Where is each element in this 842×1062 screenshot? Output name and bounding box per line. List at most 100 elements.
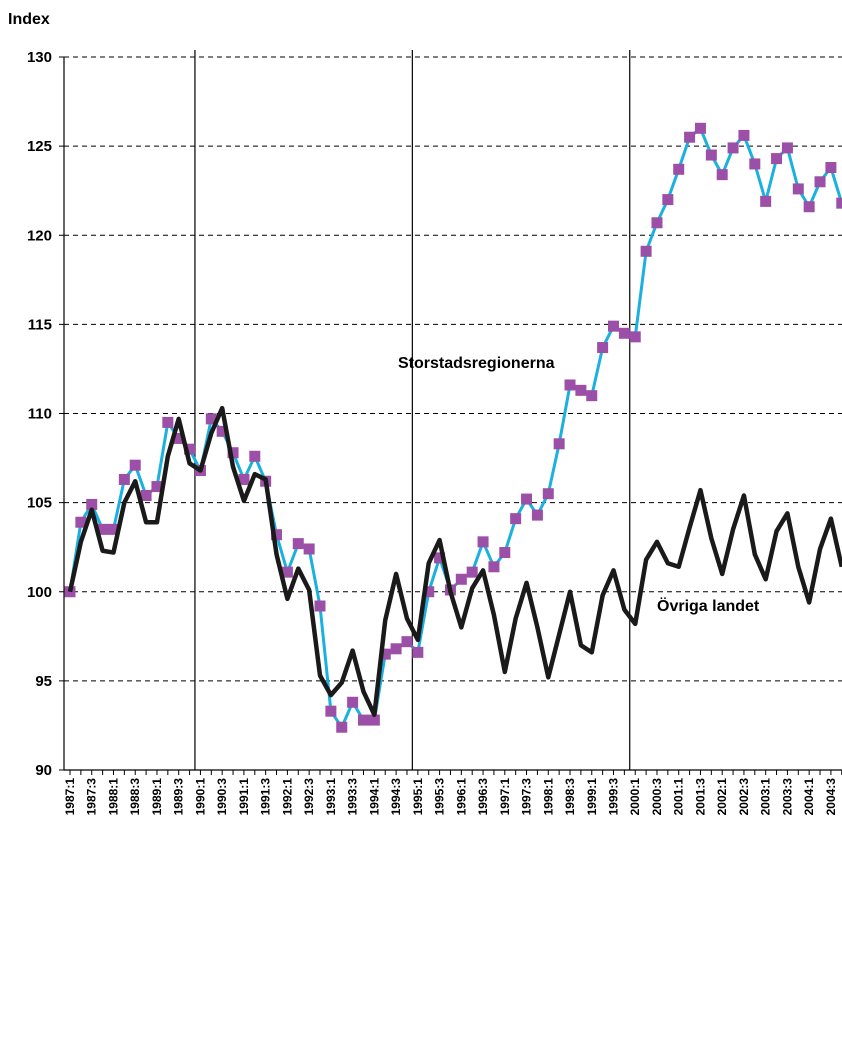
x-tick-label-1987-1: 1987:1 [63, 778, 77, 816]
y-tick-label-95: 95 [35, 673, 52, 690]
point-storstadsregionerna-1989-4 [184, 443, 196, 455]
x-tick-label-2000-3: 2000:3 [650, 778, 664, 816]
x-tick-label-1992-1: 1992:1 [280, 778, 294, 816]
point-storstadsregionerna-1997-4 [531, 509, 543, 521]
point-storstadsregionerna-1987-4 [97, 523, 109, 535]
point-storstadsregionerna-1991-1 [238, 473, 250, 485]
point-storstadsregionerna-1998-1 [542, 488, 554, 500]
point-storstadsregionerna-2001-2 [684, 131, 696, 143]
x-tick-label-2002-1: 2002:1 [715, 778, 729, 816]
x-tick-label-1998-1: 1998:1 [541, 778, 555, 816]
point-storstadsregionerna-1996-3 [477, 536, 489, 548]
point-storstadsregionerna-2000-3 [651, 217, 663, 229]
x-tick-label-1999-1: 1999:1 [585, 778, 599, 816]
axes [59, 56, 842, 775]
series-line-ovriga-landet [67, 405, 842, 717]
x-tick-label-1997-3: 1997:3 [520, 778, 534, 816]
point-storstadsregionerna-2003-4 [792, 183, 804, 195]
x-tick-label-1999-3: 1999:3 [607, 778, 621, 816]
x-tick-label-1994-3: 1994:3 [389, 778, 403, 816]
x-tick-label-2004-3: 2004:3 [824, 778, 838, 816]
point-storstadsregionerna-2003-2 [771, 153, 783, 165]
y-tick-label-105: 105 [27, 495, 52, 512]
x-tick-labels: 1987:1 1987:3 1988:1 1988:3 1989:1 1989:3 1990… [63, 778, 838, 816]
point-storstadsregionerna-1988-4 [140, 489, 152, 501]
point-storstadsregionerna-1999-1 [586, 390, 598, 402]
point-storstadsregionerna-1990-2 [205, 413, 217, 425]
x-tick-label-1988-1: 1988:1 [106, 778, 120, 816]
x-tick-label-1997-1: 1997:1 [498, 778, 512, 816]
point-storstadsregionerna-1988-1 [107, 523, 119, 535]
y-tick-label-100: 100 [27, 584, 52, 601]
point-storstadsregionerna-1995-3 [434, 552, 446, 564]
point-storstadsregionerna-2004-1 [803, 201, 815, 213]
series-line-storstadsregionerna [68, 126, 842, 729]
x-tick-label-1989-1: 1989:1 [150, 778, 164, 816]
x-tick-label-1991-3: 1991:3 [259, 778, 273, 816]
point-storstadsregionerna-1999-3 [608, 320, 619, 332]
point-storstadsregionerna-2004-3 [825, 162, 837, 174]
x-tick-label-2003-1: 2003:1 [759, 778, 773, 816]
point-storstadsregionerna-1994-4 [401, 636, 413, 648]
x-tick-label-1989-3: 1989:3 [172, 778, 186, 816]
point-storstadsregionerna-1998-2 [553, 438, 565, 450]
point-storstadsregionerna-1992-2 [292, 538, 304, 550]
point-storstadsregionerna-1988-2 [118, 473, 130, 485]
x-tick-label-2001-3: 2001:3 [693, 778, 707, 816]
point-storstadsregionerna-1997-2 [510, 513, 522, 525]
x-tick-label-1995-1: 1995:1 [411, 778, 425, 816]
point-storstadsregionerna-1996-1 [455, 573, 467, 585]
y-tick-label-90: 90 [35, 762, 52, 779]
x-tick-label-1992-3: 1992:3 [302, 778, 316, 816]
x-tick-label-2000-1: 2000:1 [628, 778, 642, 816]
point-storstadsregionerna-2004-4 [836, 197, 842, 209]
x-tick-label-1998-3: 1998:3 [563, 778, 577, 816]
point-storstadsregionerna-2001-3 [694, 122, 706, 134]
point-storstadsregionerna-2002-4 [749, 158, 761, 170]
point-storstadsregionerna-1993-4 [357, 714, 369, 726]
y-tick-label-130: 130 [27, 49, 52, 66]
point-storstadsregionerna-1996-2 [466, 566, 478, 578]
y-tick-labels: 90 95 100 105 110 115 120 125 130 [27, 49, 52, 779]
x-tick-label-2001-1: 2001:1 [672, 778, 686, 816]
point-storstadsregionerna-1987-3 [86, 498, 98, 510]
x-tick-label-2003-3: 2003:3 [780, 778, 794, 816]
y-axis-label: Index [8, 11, 50, 28]
point-storstadsregionerna-1990-4 [227, 447, 239, 459]
point-storstadsregionerna-1994-2 [379, 648, 391, 660]
point-storstadsregionerna-1992-4 [314, 600, 326, 612]
x-tick-label-1996-3: 1996:3 [476, 778, 490, 816]
x-tick-label-1990-3: 1990:3 [215, 778, 229, 816]
y-tick-label-125: 125 [27, 138, 52, 155]
point-storstadsregionerna-2004-2 [814, 176, 826, 188]
x-tick-label-1987-3: 1987:3 [85, 778, 99, 816]
point-storstadsregionerna-1997-3 [521, 493, 533, 505]
point-storstadsregionerna-1993-3 [347, 696, 359, 708]
point-storstadsregionerna-1989-2 [162, 416, 174, 428]
x-tick-label-1995-3: 1995:3 [433, 778, 447, 816]
point-storstadsregionerna-1989-1 [151, 481, 163, 493]
y-tick-label-110: 110 [28, 406, 52, 423]
point-storstadsregionerna-2000-2 [640, 245, 652, 257]
point-storstadsregionerna-1993-2 [336, 721, 348, 733]
annotation-storstadsregionerna: Storstadsregionerna [398, 355, 555, 372]
point-storstadsregionerna-1991-2 [249, 450, 261, 462]
point-storstadsregionerna-1994-1 [368, 714, 380, 726]
x-tick-label-1993-1: 1993:1 [324, 778, 338, 816]
series-group [64, 122, 842, 733]
point-storstadsregionerna-2000-4 [662, 194, 674, 206]
point-storstadsregionerna-1999-4 [618, 327, 630, 339]
point-storstadsregionerna-1992-3 [303, 543, 315, 555]
x-tick-label-2004-1: 2004:1 [802, 778, 816, 816]
point-storstadsregionerna-1987-2 [75, 516, 87, 528]
point-storstadsregionerna-1997-1 [499, 547, 511, 559]
point-storstadsregionerna-2002-2 [727, 142, 739, 154]
point-storstadsregionerna-1993-1 [325, 705, 337, 717]
point-storstadsregionerna-2001-4 [705, 149, 717, 161]
point-storstadsregionerna-2001-1 [673, 163, 685, 175]
point-storstadsregionerna-2002-3 [738, 129, 750, 141]
point-storstadsregionerna-1996-4 [488, 561, 500, 573]
point-storstadsregionerna-1995-2 [423, 586, 435, 598]
point-storstadsregionerna-1999-2 [597, 342, 609, 354]
